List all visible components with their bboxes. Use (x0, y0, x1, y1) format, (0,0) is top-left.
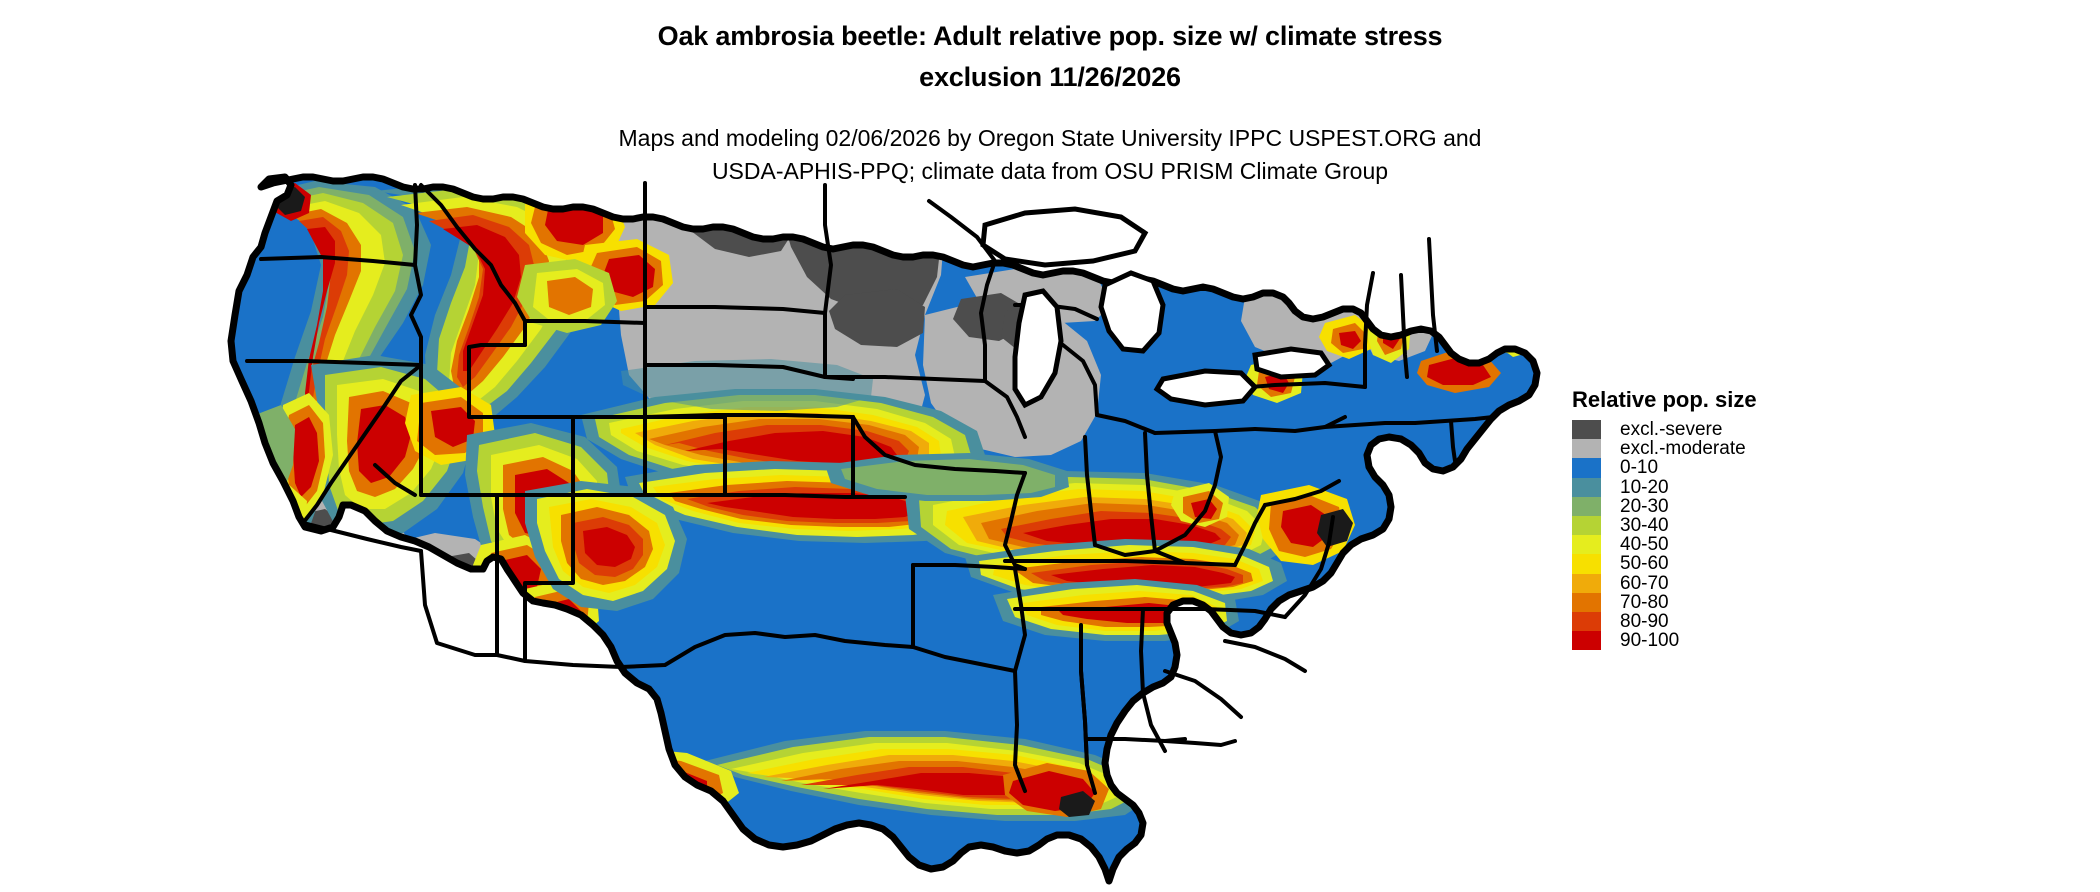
map-legend: Relative pop. size excl.-severe excl.-mod… (1572, 388, 1872, 650)
raster-midwest-fringe (825, 453, 1069, 501)
legend-row: excl.-moderate (1572, 439, 1872, 458)
legend-title: Relative pop. size (1572, 387, 1757, 412)
legend-row: 0-10 (1572, 457, 1872, 479)
legend-label: 0-10 (1620, 457, 1659, 479)
raster-west-texas-band (525, 481, 687, 611)
legend-row: 50-60 (1572, 553, 1872, 575)
legend-row: 10-20 (1572, 476, 1872, 498)
legend-row: 60-70 (1572, 572, 1872, 594)
legend-swatch (1572, 592, 1601, 612)
legend-label: 60-70 (1620, 572, 1669, 594)
legend-swatch (1572, 573, 1601, 593)
legend-label: 90-100 (1620, 630, 1680, 652)
legend-row: 80-90 (1572, 612, 1872, 631)
legend-swatch (1572, 554, 1601, 574)
subtitle-line-1: Maps and modeling 02/06/2026 by Oregon S… (618, 125, 1482, 151)
legend-swatch (1572, 420, 1601, 440)
legend-label: 80-90 (1620, 610, 1669, 632)
legend-label: 30-40 (1620, 514, 1669, 536)
legend-label: 70-80 (1620, 591, 1669, 613)
legend-swatch (1572, 515, 1601, 536)
legend-row: 40-50 (1572, 535, 1872, 554)
legend-swatch (1572, 477, 1601, 497)
legend-row: 20-30 (1572, 497, 1872, 516)
state-boundaries (245, 181, 1495, 795)
legend-swatch (1572, 496, 1601, 516)
legend-label: excl.-moderate (1620, 438, 1746, 460)
figure-title: Oak ambrosia beetle: Adult relative pop.… (0, 16, 2100, 98)
legend-label: 20-30 (1620, 495, 1669, 517)
legend-swatch (1572, 611, 1601, 632)
map-raster-layers (231, 177, 1537, 881)
title-line-2: exclusion 11/26/2026 (919, 62, 1181, 92)
national-outline (227, 173, 1541, 885)
legend-label: 40-50 (1620, 534, 1669, 556)
title-line-1: Oak ambrosia beetle: Adult relative pop.… (657, 21, 1443, 51)
legend-swatch (1572, 439, 1601, 459)
legend-swatch (1572, 458, 1601, 478)
legend-label: excl.-severe (1620, 419, 1723, 440)
legend-swatch (1572, 535, 1601, 555)
legend-row: 70-80 (1572, 591, 1872, 613)
subtitle-line-2: USDA-APHIS-PPQ; climate data from OSU PR… (711, 158, 1389, 184)
legend-row: 90-100 (1572, 631, 1872, 650)
great-lakes (980, 206, 1333, 409)
map-svg (227, 173, 1541, 885)
legend-row: 30-40 (1572, 516, 1872, 535)
legend-label: 50-60 (1620, 553, 1669, 575)
legend-row: excl.-severe (1572, 420, 1872, 439)
legend-swatch (1572, 631, 1601, 651)
legend-rows: excl.-severe excl.-moderate 0-10 10-20 20-30… (1572, 420, 1872, 650)
legend-label: 10-20 (1620, 476, 1669, 498)
us-risk-map (225, 165, 1555, 885)
figure-subtitle: Maps and modeling 02/06/2026 by Oregon S… (0, 122, 2100, 188)
